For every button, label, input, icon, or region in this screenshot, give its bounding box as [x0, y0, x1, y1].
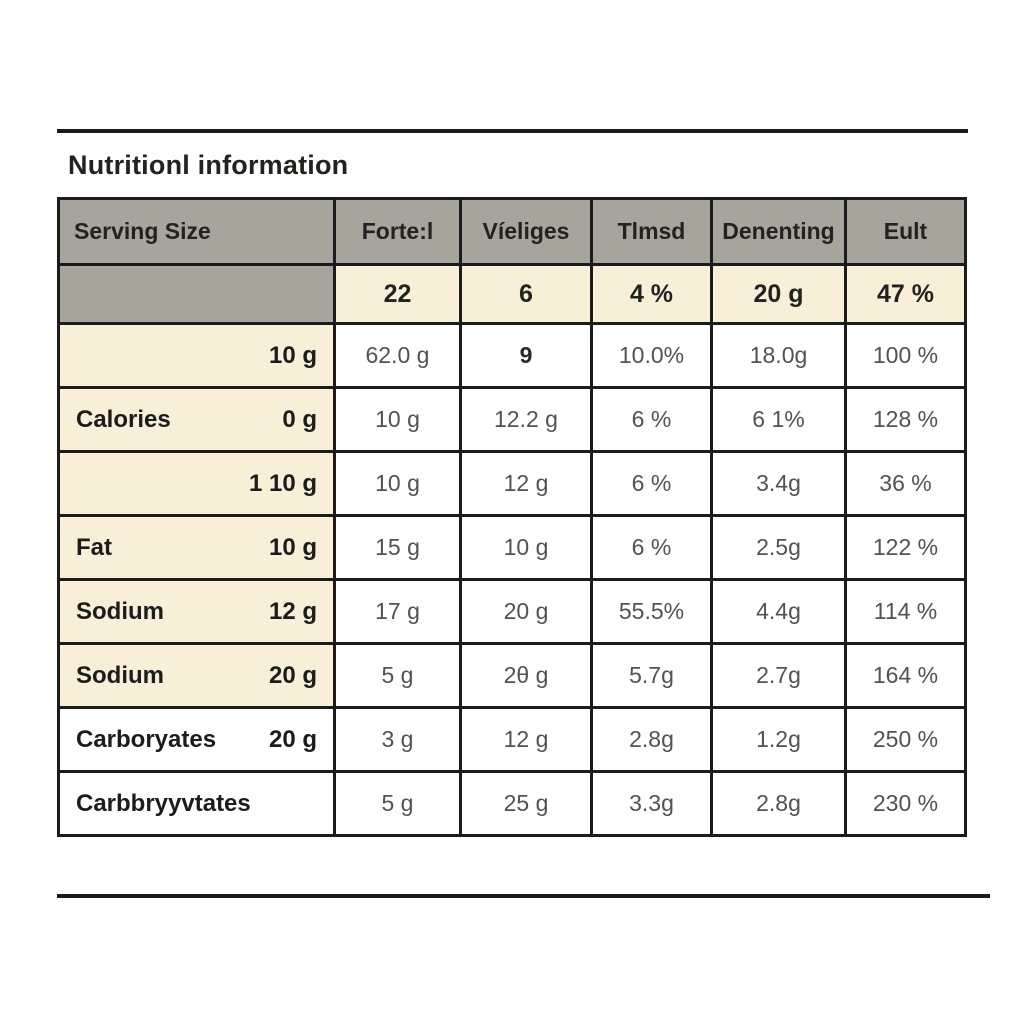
table-cell: 5 g: [336, 773, 459, 834]
row-amount: 10 g: [268, 533, 317, 561]
bottom-divider-rule: [57, 894, 990, 898]
table-cell: 122 %: [847, 517, 964, 578]
row-amount: 20 g: [268, 725, 317, 753]
row-label: Carbbryyvtates: [76, 789, 251, 817]
table-cell: 12 g: [462, 709, 590, 770]
table-cell: 250 %: [847, 709, 964, 770]
summary-value: 6: [462, 266, 590, 322]
header-serving-size: Serving Size: [60, 200, 333, 263]
table-cell: 62.0 g: [336, 325, 459, 386]
table-cell: 3 g: [336, 709, 459, 770]
row-label: Sodium: [76, 661, 164, 689]
table-cell: 18.0g: [713, 325, 844, 386]
table-cell: 10.0%: [593, 325, 710, 386]
row-amount: 0 g: [282, 405, 317, 433]
summary-value: 4 %: [593, 266, 710, 322]
header-col-3: Tlmsd: [593, 200, 710, 263]
summary-value: 47 %: [847, 266, 964, 322]
table-cell: 5 g: [336, 645, 459, 706]
table-cell: 2θ g: [462, 645, 590, 706]
top-divider-rule: [57, 129, 968, 133]
table-cell: 17 g: [336, 581, 459, 642]
header-col-2: Víeliges: [462, 200, 590, 263]
table-cell: 36 %: [847, 453, 964, 514]
summary-value: 20 g: [713, 266, 844, 322]
row-label: Sodium: [76, 597, 164, 625]
table-cell: 230 %: [847, 773, 964, 834]
header-col-5: Eult: [847, 200, 964, 263]
row-amount: 12 g: [268, 597, 317, 625]
header-col-1: Forte:l: [336, 200, 459, 263]
table-cell: 9: [462, 325, 590, 386]
table-cell: 2.8g: [593, 709, 710, 770]
row-amount: 10 g: [268, 341, 317, 369]
row-label: Fat: [76, 533, 112, 561]
table-cell: 6 %: [593, 453, 710, 514]
row-label-cell: 10 g: [60, 325, 333, 386]
table-cell: 6 1%: [713, 389, 844, 450]
table-cell: 12 g: [462, 453, 590, 514]
table-cell: 25 g: [462, 773, 590, 834]
summary-label-cell: [60, 266, 333, 322]
nutrition-table: Serving Size Forte:l Víeliges Tlmsd Dene…: [57, 197, 967, 837]
page-title: Nutritionl information: [68, 150, 349, 180]
table-cell: 1.2g: [713, 709, 844, 770]
table-cell: 12.2 g: [462, 389, 590, 450]
table-cell: 6 %: [593, 389, 710, 450]
table-cell: 10 g: [336, 453, 459, 514]
row-amount: 20 g: [268, 661, 317, 689]
row-label-cell: Sodium 12 g: [60, 581, 333, 642]
row-label-cell: Fat 10 g: [60, 517, 333, 578]
row-amount: 1 10 g: [248, 469, 317, 497]
table-cell: 164 %: [847, 645, 964, 706]
table-cell: 6 %: [593, 517, 710, 578]
table-cell: 20 g: [462, 581, 590, 642]
row-label: Carboryates: [76, 725, 217, 753]
table-cell: 5.7g: [593, 645, 710, 706]
row-label-cell: Carbbryyvtates: [60, 773, 333, 834]
table-cell: 3.3g: [593, 773, 710, 834]
row-label-cell: Calories 0 g: [60, 389, 333, 450]
row-label-cell: Carboryates 20 g: [60, 709, 333, 770]
table-cell: 3.4g: [713, 453, 844, 514]
table-cell: 2.8g: [713, 773, 844, 834]
row-label-cell: 1 10 g: [60, 453, 333, 514]
table-cell: 15 g: [336, 517, 459, 578]
table-cell: 4.4g: [713, 581, 844, 642]
header-col-4: Denenting: [713, 200, 844, 263]
table-cell: 2.7g: [713, 645, 844, 706]
table-cell: 10 g: [336, 389, 459, 450]
table-cell: 10 g: [462, 517, 590, 578]
row-label: Calories: [76, 405, 171, 433]
summary-value: 22: [336, 266, 459, 322]
row-label-cell: Sodium 20 g: [60, 645, 333, 706]
table-cell: 55.5%: [593, 581, 710, 642]
table-cell: 128 %: [847, 389, 964, 450]
table-cell: 114 %: [847, 581, 964, 642]
table-cell: 2.5g: [713, 517, 844, 578]
table-cell: 100 %: [847, 325, 964, 386]
